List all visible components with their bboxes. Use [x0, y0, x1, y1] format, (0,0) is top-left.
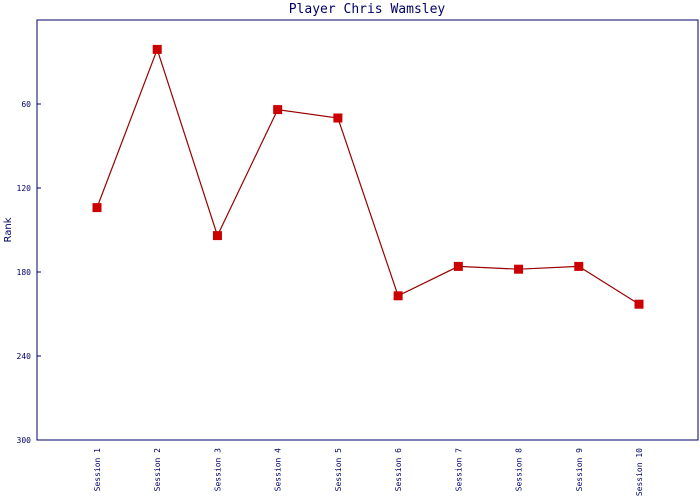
x-tick-label: Session 2	[153, 448, 162, 492]
point	[574, 261, 584, 271]
y-tick-label: 60	[21, 100, 31, 109]
y-tick-label: 120	[17, 184, 32, 193]
y-tick-label: 300	[17, 436, 32, 445]
x-tick-label: Session 5	[334, 448, 343, 492]
plot-frame	[36, 19, 699, 441]
point	[92, 203, 102, 213]
x-tick-label: Session 9	[575, 448, 584, 492]
y-tick-label: 180	[17, 268, 32, 277]
y-tick-label: 240	[17, 352, 32, 361]
point	[393, 291, 403, 301]
point	[273, 105, 283, 115]
point	[453, 261, 463, 271]
point	[634, 299, 644, 309]
point	[212, 231, 222, 241]
point	[333, 113, 343, 123]
line	[96, 47, 640, 305]
x-tick-label: Session 10	[635, 448, 644, 496]
x-tick-label: Session 1	[93, 448, 102, 492]
x-tick-label: Session 8	[515, 448, 524, 492]
x-tick-label: Session 6	[394, 448, 403, 492]
point	[152, 44, 162, 54]
y-axis-label: Rank	[3, 217, 14, 242]
x-tick-label: Session 3	[213, 448, 222, 492]
point	[514, 264, 524, 274]
x-tick-label: Session 4	[274, 448, 283, 492]
x-tick-label: Session 7	[454, 448, 463, 492]
chart-title: Player Chris Wamsley	[289, 2, 446, 17]
